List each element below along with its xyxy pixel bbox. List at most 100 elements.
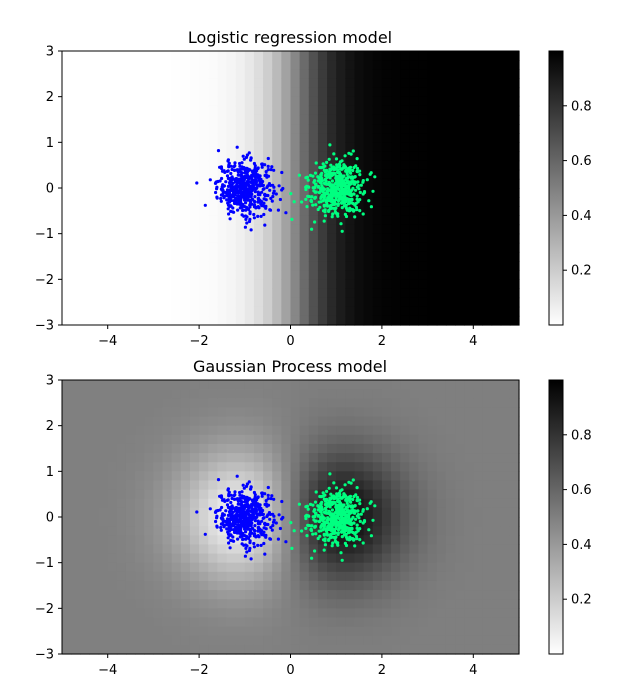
heatmap-cell <box>107 251 118 262</box>
heatmap-cell <box>299 407 310 418</box>
scatter-point <box>264 170 268 174</box>
heatmap-cell <box>125 151 136 162</box>
heatmap-cell <box>445 453 456 463</box>
heatmap-cell <box>427 188 438 198</box>
heatmap-cell <box>400 206 410 216</box>
heatmap-cell <box>71 580 81 591</box>
heatmap-cell <box>281 507 292 518</box>
heatmap-cell <box>308 553 319 564</box>
heatmap-cell <box>409 635 420 646</box>
heatmap-cell <box>391 178 401 189</box>
heatmap-cell <box>217 306 228 317</box>
heatmap-cell <box>98 644 109 655</box>
heatmap-cell <box>98 270 109 280</box>
heatmap-cell <box>189 87 200 98</box>
heatmap-cell <box>281 297 292 308</box>
heatmap-cell <box>290 453 301 463</box>
heatmap-cell <box>98 215 109 226</box>
heatmap-cell <box>281 498 292 509</box>
heatmap-cell <box>500 380 511 390</box>
heatmap-cell <box>244 297 255 308</box>
heatmap-cell <box>299 315 310 326</box>
heatmap-cell <box>125 160 136 171</box>
heatmap-cell <box>354 133 365 143</box>
scatter-point <box>321 209 326 213</box>
heatmap-cell <box>391 580 401 591</box>
heatmap-cell <box>208 599 218 609</box>
heatmap-cell <box>354 51 365 61</box>
heatmap-cell <box>445 96 456 107</box>
heatmap-cell <box>107 105 118 116</box>
heatmap-cell <box>71 261 81 271</box>
heatmap-cell <box>391 105 401 116</box>
heatmap-cell <box>162 160 173 171</box>
heatmap-cell <box>272 251 282 262</box>
heatmap-cell <box>144 389 154 399</box>
heatmap-cell <box>400 644 410 655</box>
scatter-point <box>337 162 341 166</box>
heatmap-cell <box>162 434 173 445</box>
heatmap-cell <box>391 571 401 582</box>
scatter-point <box>252 490 256 495</box>
heatmap-cell <box>336 270 346 280</box>
heatmap-cell <box>272 416 282 427</box>
heatmap-cell <box>189 471 200 482</box>
heatmap-cell <box>153 96 164 107</box>
scatter-point <box>265 185 269 190</box>
heatmap-cell <box>290 297 301 308</box>
heatmap-cell <box>98 306 109 317</box>
heatmap-cell <box>372 553 383 564</box>
heatmap-cell <box>336 471 346 482</box>
heatmap-cell <box>226 251 237 262</box>
heatmap-cell <box>473 261 484 271</box>
heatmap-cell <box>491 270 502 280</box>
heatmap-cell <box>162 553 173 564</box>
heatmap-cell <box>363 169 374 180</box>
scatter-point <box>331 190 335 194</box>
scatter-point <box>231 210 235 214</box>
heatmap-cell <box>308 626 319 637</box>
scatter-point <box>333 511 337 515</box>
heatmap-cell <box>345 544 356 555</box>
heatmap-cell <box>217 96 228 107</box>
heatmap-cell <box>107 443 118 454</box>
scatter-point <box>355 166 360 171</box>
heatmap-cell <box>482 407 493 418</box>
heatmap-cell <box>381 78 392 89</box>
heatmap-cell <box>153 608 164 619</box>
heatmap-cell <box>464 197 474 207</box>
heatmap-cell <box>125 142 136 153</box>
heatmap-cell <box>189 407 200 418</box>
heatmap-cell <box>308 96 319 107</box>
heatmap-cell <box>400 279 410 290</box>
heatmap-cell <box>327 124 337 134</box>
scatter-point <box>261 183 265 188</box>
heatmap-cell <box>263 151 273 162</box>
heatmap-cell <box>409 407 420 418</box>
heatmap-cell <box>272 197 282 207</box>
heatmap-cell <box>509 151 520 162</box>
heatmap-cell <box>290 270 301 280</box>
scatter-point <box>309 198 313 202</box>
heatmap-cell <box>171 133 182 143</box>
heatmap-cell <box>62 608 72 619</box>
heatmap-cell <box>473 178 484 189</box>
scatter-point <box>276 537 280 541</box>
heatmap-cell <box>381 544 392 555</box>
heatmap-cell <box>144 635 154 646</box>
heatmap-cell <box>345 51 356 61</box>
heatmap-cell <box>235 544 246 555</box>
heatmap-cell <box>464 160 474 171</box>
heatmap-cell <box>327 407 337 418</box>
heatmap-cell <box>354 60 365 70</box>
scatter-point <box>316 508 320 512</box>
heatmap-cell <box>153 306 164 317</box>
heatmap-cell <box>464 96 474 107</box>
heatmap-cell <box>208 517 218 527</box>
heatmap-cell <box>317 251 328 262</box>
heatmap-cell <box>427 169 438 180</box>
heatmap-cell <box>208 315 218 326</box>
heatmap-cell <box>464 178 474 189</box>
heatmap-cell <box>89 425 100 436</box>
heatmap-cell <box>171 114 182 125</box>
